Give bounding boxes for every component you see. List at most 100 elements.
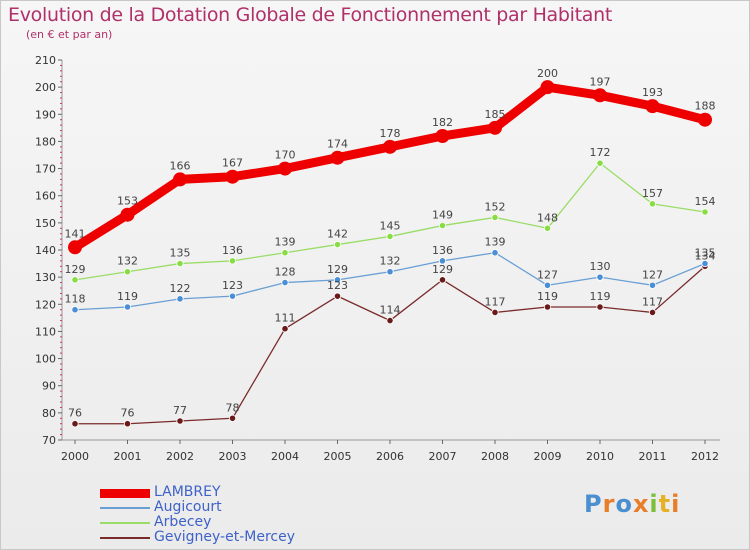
data-label-lambrey: 193 bbox=[642, 86, 663, 99]
data-point-arbecey bbox=[491, 213, 499, 222]
chart-title: Evolution de la Dotation Globale de Fonc… bbox=[8, 4, 613, 26]
x-tick-label: 2006 bbox=[376, 450, 404, 463]
data-point-lambrey bbox=[383, 139, 397, 154]
data-point-augicourt bbox=[438, 257, 447, 265]
x-tick-label: 2008 bbox=[481, 450, 509, 463]
data-point-lambrey bbox=[540, 80, 555, 95]
legend-label-augicourt: Augicourt bbox=[154, 499, 222, 515]
data-point-gevigney-et-mercey bbox=[281, 325, 289, 333]
y-tick-label: 110 bbox=[35, 325, 56, 338]
chart-subtitle: (en € et par an) bbox=[26, 28, 113, 41]
data-point-gevigney-et-mercey bbox=[438, 276, 447, 284]
data-point-augicourt bbox=[281, 278, 289, 287]
y-tick-label: 190 bbox=[35, 108, 56, 121]
data-label-augicourt: 139 bbox=[485, 236, 506, 249]
data-point-lambrey bbox=[645, 99, 660, 114]
x-tick-label: 2003 bbox=[219, 450, 247, 463]
data-point-augicourt bbox=[648, 281, 657, 289]
data-point-augicourt bbox=[333, 276, 342, 284]
data-point-lambrey bbox=[488, 120, 502, 135]
data-point-lambrey bbox=[330, 150, 345, 165]
data-point-arbecey bbox=[123, 268, 132, 276]
legend-label-gevigney: Gevigney-et-Mercey bbox=[154, 529, 295, 545]
data-point-augicourt bbox=[123, 303, 132, 311]
legend-swatch-gevigney bbox=[100, 537, 150, 539]
data-label-lambrey: 182 bbox=[432, 116, 453, 129]
x-tick-label: 2010 bbox=[586, 450, 614, 463]
data-point-gevigney-et-mercey bbox=[123, 420, 132, 428]
data-point-lambrey bbox=[225, 169, 240, 184]
data-point-augicourt bbox=[228, 292, 237, 300]
y-tick-label: 170 bbox=[35, 163, 56, 176]
x-tick-label: 2007 bbox=[429, 450, 457, 463]
data-point-lambrey bbox=[120, 207, 135, 222]
y-tick-label: 80 bbox=[42, 407, 56, 420]
y-tick-label: 180 bbox=[35, 135, 56, 148]
data-point-gevigney-et-mercey bbox=[648, 308, 657, 317]
data-label-lambrey: 166 bbox=[170, 159, 191, 172]
logo-letter: o bbox=[615, 490, 633, 518]
logo-letter: P bbox=[584, 490, 603, 518]
data-label-arbecey: 139 bbox=[275, 236, 296, 249]
data-label-gevigney-et-mercey: 134 bbox=[695, 249, 716, 262]
data-label-gevigney-et-mercey: 117 bbox=[485, 295, 506, 308]
data-label-gevigney-et-mercey: 76 bbox=[121, 407, 135, 420]
y-tick-label: 130 bbox=[35, 271, 56, 284]
data-point-lambrey bbox=[593, 88, 607, 103]
data-label-arbecey: 149 bbox=[432, 209, 453, 222]
y-tick-label: 100 bbox=[35, 353, 56, 366]
data-label-gevigney-et-mercey: 129 bbox=[432, 263, 453, 276]
data-point-augicourt bbox=[71, 306, 79, 314]
data-point-augicourt bbox=[701, 259, 709, 268]
data-label-gevigney-et-mercey: 77 bbox=[173, 404, 187, 417]
y-tick-label: 160 bbox=[35, 190, 56, 203]
y-tick-label: 120 bbox=[35, 298, 56, 311]
data-label-arbecey: 135 bbox=[170, 247, 191, 260]
data-point-lambrey bbox=[698, 112, 712, 127]
data-point-augicourt bbox=[386, 268, 394, 276]
chart-axes: 7080901001101201301401501601701801902002… bbox=[35, 54, 720, 463]
data-point-arbecey bbox=[71, 276, 79, 284]
legend-label-lambrey: LAMBREY bbox=[154, 484, 221, 500]
x-tick-label: 2001 bbox=[114, 450, 142, 463]
data-point-augicourt bbox=[543, 281, 552, 289]
data-label-lambrey: 174 bbox=[327, 138, 348, 151]
data-label-lambrey: 170 bbox=[275, 149, 296, 162]
y-tick-label: 210 bbox=[35, 54, 56, 67]
logo-letter: i bbox=[671, 490, 681, 518]
data-label-arbecey: 152 bbox=[485, 200, 506, 213]
legend-swatch-arbecey bbox=[100, 522, 150, 524]
data-label-augicourt: 122 bbox=[170, 282, 191, 295]
y-tick-label: 70 bbox=[42, 434, 56, 447]
data-label-gevigney-et-mercey: 111 bbox=[275, 312, 296, 325]
data-point-gevigney-et-mercey bbox=[543, 303, 552, 311]
x-tick-label: 2000 bbox=[61, 450, 89, 463]
x-tick-label: 2009 bbox=[534, 450, 562, 463]
data-point-arbecey bbox=[333, 240, 342, 249]
data-label-arbecey: 145 bbox=[380, 219, 401, 232]
data-label-gevigney-et-mercey: 119 bbox=[537, 290, 558, 303]
data-point-augicourt bbox=[176, 295, 184, 303]
logo-letter: t bbox=[658, 490, 672, 518]
x-tick-label: 2005 bbox=[324, 450, 352, 463]
logo-letter: r bbox=[602, 490, 616, 518]
data-point-augicourt bbox=[596, 273, 604, 281]
data-label-gevigney-et-mercey: 76 bbox=[68, 407, 82, 420]
data-label-gevigney-et-mercey: 119 bbox=[590, 290, 611, 303]
data-label-augicourt: 136 bbox=[432, 244, 453, 257]
data-point-lambrey bbox=[68, 240, 82, 255]
data-label-lambrey: 178 bbox=[380, 127, 401, 140]
data-label-lambrey: 185 bbox=[485, 108, 506, 121]
data-label-lambrey: 153 bbox=[117, 195, 138, 208]
data-point-arbecey bbox=[438, 221, 447, 230]
data-point-gevigney-et-mercey bbox=[596, 303, 604, 311]
y-tick-label: 140 bbox=[35, 244, 56, 257]
data-point-gevigney-et-mercey bbox=[386, 316, 394, 325]
data-point-arbecey bbox=[386, 232, 394, 241]
data-label-lambrey: 141 bbox=[65, 227, 86, 240]
data-point-augicourt bbox=[491, 249, 499, 257]
y-tick-label: 90 bbox=[42, 380, 56, 393]
data-point-gevigney-et-mercey bbox=[176, 417, 184, 425]
data-label-lambrey: 200 bbox=[537, 67, 558, 80]
